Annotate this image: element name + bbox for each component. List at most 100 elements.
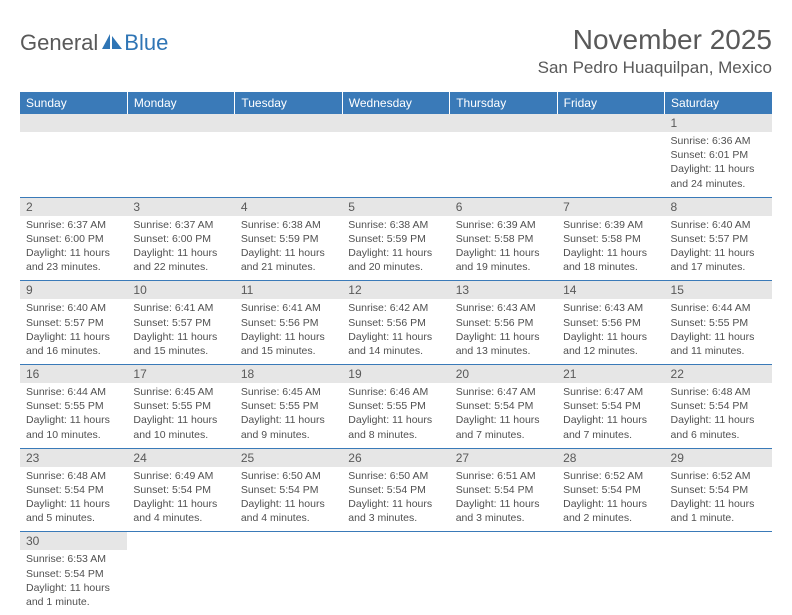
day-number: 17 [127, 365, 234, 384]
day-number: 11 [235, 281, 342, 300]
daylight-text: Daylight: 11 hours and 21 minutes. [241, 246, 336, 274]
sunset-text: Sunset: 5:59 PM [348, 232, 443, 246]
day-number-row: 16171819202122 [20, 365, 772, 384]
day-number: 6 [450, 197, 557, 216]
day-cell [557, 132, 664, 197]
sunrise-text: Sunrise: 6:49 AM [133, 469, 228, 483]
logo: General Blue [20, 24, 168, 56]
day-number: 24 [127, 448, 234, 467]
sunrise-text: Sunrise: 6:52 AM [563, 469, 658, 483]
sunset-text: Sunset: 5:59 PM [241, 232, 336, 246]
sunrise-text: Sunrise: 6:38 AM [241, 218, 336, 232]
day-number: 25 [235, 448, 342, 467]
day-cell: Sunrise: 6:52 AMSunset: 5:54 PMDaylight:… [665, 467, 772, 532]
day-body-row: Sunrise: 6:40 AMSunset: 5:57 PMDaylight:… [20, 299, 772, 364]
sunset-text: Sunset: 5:54 PM [563, 399, 658, 413]
day-cell: Sunrise: 6:43 AMSunset: 5:56 PMDaylight:… [450, 299, 557, 364]
sunset-text: Sunset: 5:57 PM [26, 316, 121, 330]
daylight-text: Daylight: 11 hours and 9 minutes. [241, 413, 336, 441]
day-cell: Sunrise: 6:44 AMSunset: 5:55 PMDaylight:… [665, 299, 772, 364]
day-number [235, 114, 342, 132]
sunset-text: Sunset: 6:00 PM [26, 232, 121, 246]
day-cell: Sunrise: 6:47 AMSunset: 5:54 PMDaylight:… [450, 383, 557, 448]
day-cell: Sunrise: 6:45 AMSunset: 5:55 PMDaylight:… [127, 383, 234, 448]
day-cell: Sunrise: 6:37 AMSunset: 6:00 PMDaylight:… [20, 216, 127, 281]
day-cell [342, 550, 449, 615]
sunrise-text: Sunrise: 6:41 AM [241, 301, 336, 315]
daylight-text: Daylight: 11 hours and 23 minutes. [26, 246, 121, 274]
daylight-text: Daylight: 11 hours and 19 minutes. [456, 246, 551, 274]
sunrise-text: Sunrise: 6:45 AM [133, 385, 228, 399]
daylight-text: Daylight: 11 hours and 12 minutes. [563, 330, 658, 358]
day-number: 26 [342, 448, 449, 467]
day-number: 13 [450, 281, 557, 300]
day-cell [235, 132, 342, 197]
sunrise-text: Sunrise: 6:43 AM [456, 301, 551, 315]
sunrise-text: Sunrise: 6:38 AM [348, 218, 443, 232]
day-cell: Sunrise: 6:39 AMSunset: 5:58 PMDaylight:… [450, 216, 557, 281]
day-number: 20 [450, 365, 557, 384]
sunrise-text: Sunrise: 6:48 AM [26, 469, 121, 483]
day-cell: Sunrise: 6:41 AMSunset: 5:56 PMDaylight:… [235, 299, 342, 364]
day-number-row: 2345678 [20, 197, 772, 216]
sunrise-text: Sunrise: 6:52 AM [671, 469, 766, 483]
day-number: 19 [342, 365, 449, 384]
day-number: 15 [665, 281, 772, 300]
day-number: 22 [665, 365, 772, 384]
daylight-text: Daylight: 11 hours and 2 minutes. [563, 497, 658, 525]
day-number: 7 [557, 197, 664, 216]
sunrise-text: Sunrise: 6:37 AM [133, 218, 228, 232]
sunrise-text: Sunrise: 6:53 AM [26, 552, 121, 566]
day-number: 23 [20, 448, 127, 467]
sunrise-text: Sunrise: 6:40 AM [671, 218, 766, 232]
day-number: 2 [20, 197, 127, 216]
day-cell [342, 132, 449, 197]
daylight-text: Daylight: 11 hours and 15 minutes. [241, 330, 336, 358]
weekday-header: Thursday [450, 92, 557, 114]
weekday-header-row: Sunday Monday Tuesday Wednesday Thursday… [20, 92, 772, 114]
sunset-text: Sunset: 5:55 PM [348, 399, 443, 413]
daylight-text: Daylight: 11 hours and 7 minutes. [563, 413, 658, 441]
weekday-header: Friday [557, 92, 664, 114]
day-cell: Sunrise: 6:41 AMSunset: 5:57 PMDaylight:… [127, 299, 234, 364]
day-number: 5 [342, 197, 449, 216]
logo-text-general: General [20, 30, 98, 56]
weekday-header: Monday [127, 92, 234, 114]
day-number-row: 1 [20, 114, 772, 132]
day-number: 14 [557, 281, 664, 300]
day-cell: Sunrise: 6:36 AMSunset: 6:01 PMDaylight:… [665, 132, 772, 197]
day-cell [450, 132, 557, 197]
daylight-text: Daylight: 11 hours and 17 minutes. [671, 246, 766, 274]
logo-text-blue: Blue [124, 30, 168, 56]
sunset-text: Sunset: 5:54 PM [133, 483, 228, 497]
day-number: 29 [665, 448, 772, 467]
daylight-text: Daylight: 11 hours and 10 minutes. [133, 413, 228, 441]
sunset-text: Sunset: 5:54 PM [456, 483, 551, 497]
sunrise-text: Sunrise: 6:47 AM [563, 385, 658, 399]
day-number-row: 9101112131415 [20, 281, 772, 300]
sunrise-text: Sunrise: 6:51 AM [456, 469, 551, 483]
sunrise-text: Sunrise: 6:47 AM [456, 385, 551, 399]
sunset-text: Sunset: 5:56 PM [348, 316, 443, 330]
day-number [557, 114, 664, 132]
daylight-text: Daylight: 11 hours and 1 minute. [26, 581, 121, 609]
day-cell [450, 550, 557, 615]
day-cell [665, 550, 772, 615]
day-cell: Sunrise: 6:51 AMSunset: 5:54 PMDaylight:… [450, 467, 557, 532]
sunset-text: Sunset: 5:55 PM [671, 316, 766, 330]
day-number [665, 532, 772, 551]
day-cell: Sunrise: 6:44 AMSunset: 5:55 PMDaylight:… [20, 383, 127, 448]
day-cell: Sunrise: 6:45 AMSunset: 5:55 PMDaylight:… [235, 383, 342, 448]
sunset-text: Sunset: 5:55 PM [26, 399, 121, 413]
day-number: 12 [342, 281, 449, 300]
sunrise-text: Sunrise: 6:39 AM [563, 218, 658, 232]
daylight-text: Daylight: 11 hours and 13 minutes. [456, 330, 551, 358]
day-number [450, 532, 557, 551]
sunset-text: Sunset: 5:54 PM [241, 483, 336, 497]
sunset-text: Sunset: 5:56 PM [241, 316, 336, 330]
day-cell: Sunrise: 6:38 AMSunset: 5:59 PMDaylight:… [342, 216, 449, 281]
day-cell: Sunrise: 6:48 AMSunset: 5:54 PMDaylight:… [665, 383, 772, 448]
day-number: 1 [665, 114, 772, 132]
day-number-row: 23242526272829 [20, 448, 772, 467]
daylight-text: Daylight: 11 hours and 4 minutes. [133, 497, 228, 525]
